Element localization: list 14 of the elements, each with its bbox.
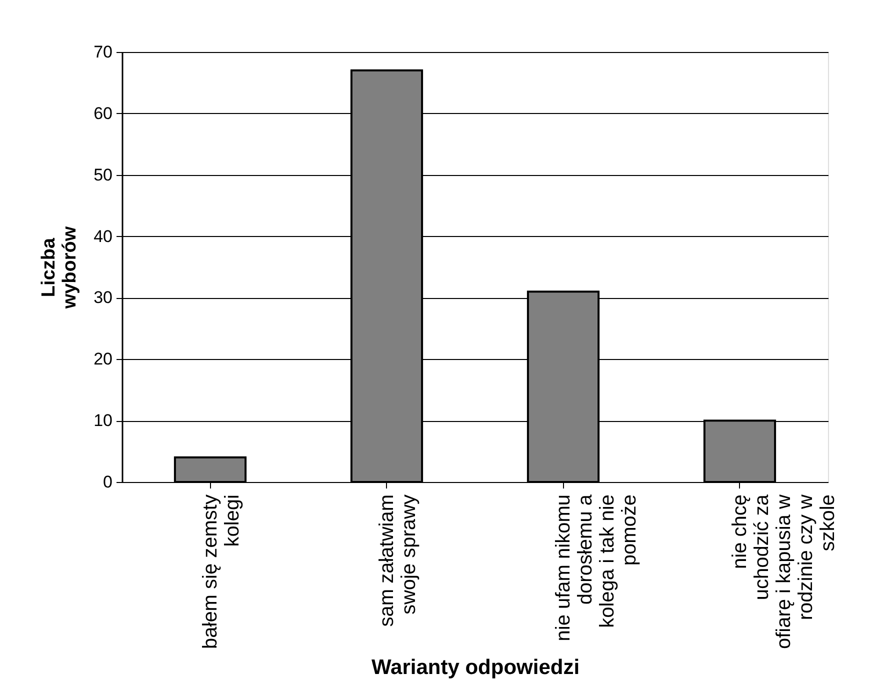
- y-tick-label: 50: [94, 165, 112, 184]
- y-tick-label: 40: [94, 226, 112, 246]
- y-tick-label: 70: [94, 42, 112, 62]
- x-tick-label: nie chcę uchodzić za ofiarę i kapusia w rodzinie czy w szkole: [728, 494, 839, 650]
- y-tick-label: 0: [103, 472, 112, 492]
- x-tick-label: nie ufam nikomu dorosłemu a kolega i tak nie pomoże: [552, 494, 640, 642]
- x-axis-title: Warianty odpowiedzi: [371, 656, 580, 680]
- x-tick-label: bałem się zemsty kolegi: [199, 494, 244, 649]
- y-tick-label: 10: [94, 411, 112, 430]
- y-tick-label: 20: [94, 350, 112, 369]
- y-tick-label: 30: [94, 288, 112, 308]
- x-tick-label: sam załatwiam swoje sprawy: [376, 494, 420, 627]
- y-axis-title: Liczba wyborów: [38, 226, 81, 310]
- y-tick-label: 60: [94, 104, 112, 123]
